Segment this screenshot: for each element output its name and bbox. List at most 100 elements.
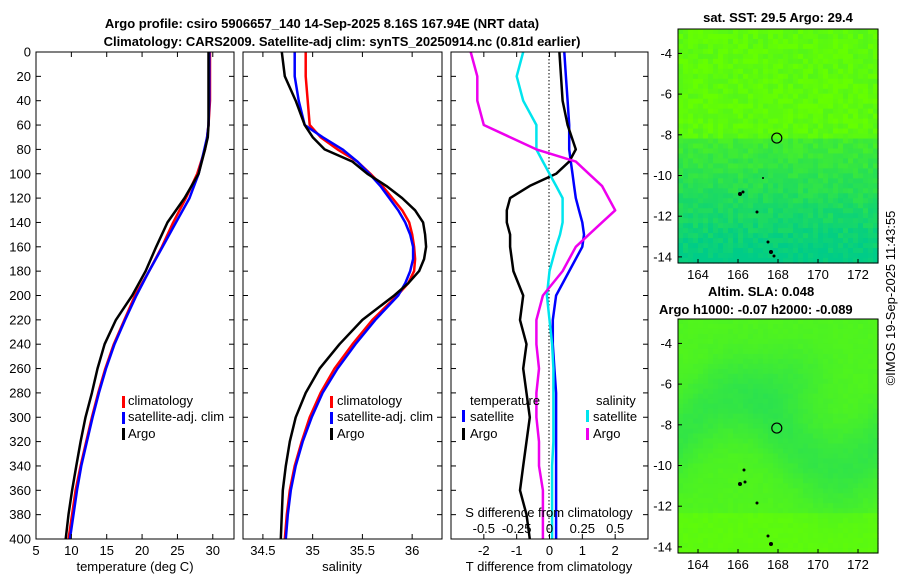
heatmap-cell <box>773 38 779 45</box>
heatmap-cell <box>873 138 879 145</box>
y-tick-label: 380 <box>9 507 31 522</box>
heatmap-cell <box>863 248 869 254</box>
heatmap-cell <box>738 158 744 165</box>
heatmap-cell <box>778 393 784 400</box>
heatmap-cell <box>713 323 719 330</box>
heatmap-cell <box>738 88 744 95</box>
heatmap-cell <box>758 43 764 50</box>
heatmap-cell <box>808 388 814 395</box>
heatmap-cell <box>823 63 829 70</box>
heatmap-cell <box>813 78 819 85</box>
heatmap-cell <box>863 543 869 549</box>
heatmap-cell <box>823 358 829 365</box>
heatmap-cell <box>683 148 689 155</box>
heatmap-cell <box>698 403 704 410</box>
heatmap-cell <box>743 328 749 335</box>
heatmap-cell <box>743 83 749 90</box>
heatmap-cell <box>698 83 704 90</box>
heatmap-cell <box>783 93 789 100</box>
heatmap-cell <box>793 258 799 264</box>
heatmap-cell <box>698 88 704 95</box>
heatmap-cell <box>823 43 829 50</box>
series-line-satellite-adj-clim <box>68 52 211 540</box>
heatmap-cell <box>688 198 694 204</box>
heatmap-cell <box>758 503 764 509</box>
heatmap-cell <box>713 103 719 110</box>
heatmap-cell <box>803 88 809 95</box>
heatmap-cell <box>768 103 774 110</box>
heatmap-cell <box>843 528 849 534</box>
heatmap-cell <box>688 413 694 420</box>
heatmap-cell <box>798 33 804 40</box>
heatmap-cell <box>793 163 799 170</box>
heatmap-cell <box>818 508 824 514</box>
heatmap-cell <box>838 93 844 100</box>
heatmap-cell <box>838 463 844 469</box>
heatmap-cell <box>783 203 789 209</box>
heatmap-cell <box>873 168 879 174</box>
heatmap-cell <box>868 403 874 410</box>
heatmap-cell <box>698 453 704 460</box>
heatmap-cell <box>763 98 769 105</box>
heatmap-cell <box>793 398 799 405</box>
heatmap-cell <box>773 528 779 534</box>
heatmap-cell <box>758 258 764 264</box>
heatmap-cell <box>778 408 784 415</box>
heatmap-cell <box>713 68 719 75</box>
legend-label-salinity-argo: Argo <box>593 426 620 441</box>
heatmap-cell <box>718 528 724 534</box>
heatmap-cell <box>798 133 804 140</box>
x-tick-label: 166 <box>727 557 749 572</box>
heatmap-cell <box>823 498 829 504</box>
heatmap-cell <box>783 438 789 445</box>
heatmap-cell <box>693 418 699 425</box>
heatmap-cell <box>838 328 844 335</box>
heatmap-cell <box>753 548 759 554</box>
heatmap-cell <box>818 513 824 519</box>
heatmap-cell <box>733 118 739 125</box>
heatmap-cell <box>778 493 784 499</box>
heatmap-cell <box>678 178 684 184</box>
heatmap-cell <box>828 438 834 445</box>
heatmap-cell <box>743 373 749 380</box>
heatmap-cell <box>703 493 709 499</box>
heatmap-cell <box>763 168 769 174</box>
heatmap-cell <box>783 63 789 70</box>
heatmap-cell <box>718 533 724 539</box>
heatmap-cell <box>813 508 819 514</box>
heatmap-cell <box>753 248 759 254</box>
heatmap-cell <box>723 83 729 90</box>
heatmap-cell <box>843 73 849 80</box>
heatmap-cell <box>683 403 689 410</box>
heatmap-cell <box>813 398 819 405</box>
heatmap-cell <box>788 173 794 179</box>
heatmap-cell <box>733 168 739 174</box>
heatmap-cell <box>858 358 864 365</box>
heatmap-cell <box>718 373 724 380</box>
x-tick-label: 25 <box>170 543 184 558</box>
heatmap-cell <box>813 403 819 410</box>
heatmap-cell <box>808 113 814 120</box>
heatmap-cell <box>788 203 794 209</box>
heatmap-cell <box>738 493 744 499</box>
heatmap-cell <box>813 493 819 499</box>
heatmap-cell <box>833 153 839 160</box>
heatmap-cell <box>698 93 704 100</box>
heatmap-cell <box>833 208 839 214</box>
heatmap-cell <box>863 528 869 534</box>
heatmap-cell <box>848 163 854 170</box>
heatmap-cell <box>823 203 829 209</box>
heatmap-cell <box>818 183 824 189</box>
heatmap-cell <box>858 133 864 140</box>
heatmap-cell <box>853 173 859 179</box>
x-tick-label: 36 <box>405 543 419 558</box>
x-tick-label: 10 <box>64 543 78 558</box>
heatmap-cell <box>833 328 839 335</box>
heatmap-cell <box>778 223 784 229</box>
heatmap-cell <box>818 33 824 40</box>
heatmap-cell <box>873 378 879 385</box>
heatmap-cell <box>683 93 689 100</box>
heatmap-cell <box>773 408 779 415</box>
heatmap-cell <box>793 343 799 350</box>
heatmap-cell <box>738 473 744 479</box>
